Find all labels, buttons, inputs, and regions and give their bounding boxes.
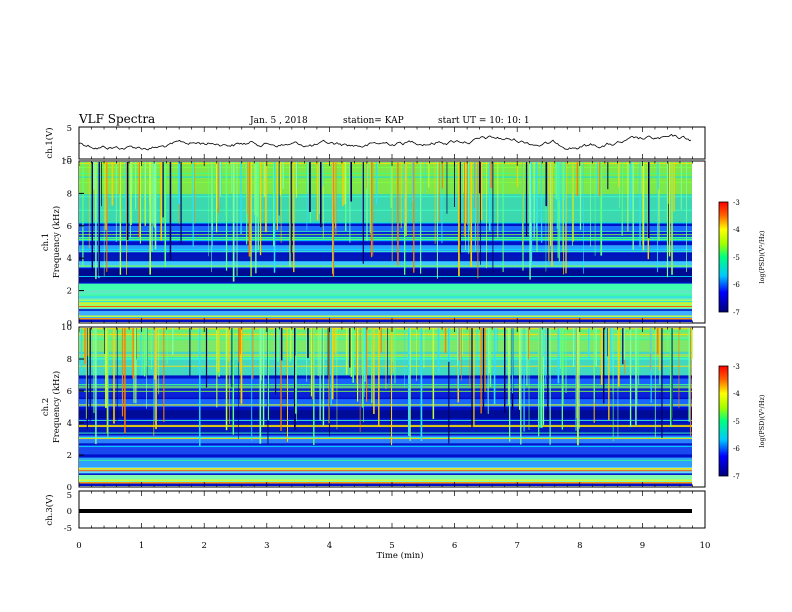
start-ut-label: start UT = 10: 10: 1 [438, 116, 530, 126]
cb2-tick-5: -5 [733, 418, 740, 426]
cb1-tick-5: -5 [733, 254, 740, 262]
xtick-8: 8 [577, 541, 582, 551]
ch1-ylabel: ch.1(V) [44, 127, 55, 158]
xtick-2: 2 [201, 541, 206, 551]
ch1-spec-ylabel-line2: Frequency (kHz) [51, 206, 62, 278]
cb1-tick-7: -7 [733, 309, 740, 317]
xtick-7: 7 [514, 541, 519, 551]
spec-ytick-label: 6 [67, 387, 72, 397]
spec-ytick-label: 2 [67, 451, 72, 461]
ch3-ytick-mid: 0 [67, 507, 72, 517]
ch1-spec-ylabel-line1: ch.1 [41, 233, 51, 251]
ch3-ylabel: ch.3(V) [44, 494, 55, 525]
cb2-tick-6: -6 [733, 445, 740, 453]
cb1-label: log(PSD)(V²/Hz) [758, 230, 766, 283]
ch1-spectrogram-panel: 0 2 4 6 8 10 ch.1 Frequency (kHz) [41, 157, 706, 329]
xtick-5: 5 [389, 541, 394, 551]
ch2-colorbar: -3 -4 -5 -6 -7 log(PSD)(V²/Hz) [718, 363, 766, 481]
x-axis-ticks [78, 127, 706, 528]
cb1-tick-3: -3 [733, 199, 740, 207]
cb2-label: log(PSD)(V²/Hz) [758, 394, 766, 447]
cb1-tick-4: -4 [733, 226, 740, 234]
spec-ytick-label: 8 [67, 355, 72, 365]
x-axis-label: Time (min) [376, 550, 423, 561]
ch2-spectrogram-panel: 0 2 4 6 8 10 ch.2 Frequency (kHz) [41, 323, 706, 493]
spec-ytick-label: 10 [61, 157, 72, 167]
ch3-ytick-top: 5 [67, 491, 72, 501]
ch1-ytick-top: 5 [67, 124, 72, 134]
xtick-1: 1 [139, 541, 144, 551]
cb2-tick-7: -7 [733, 473, 740, 481]
xtick-10: 10 [700, 541, 711, 551]
ch1-spectrogram-image [79, 162, 692, 322]
xtick-9: 9 [640, 541, 645, 551]
spec-ytick-label: 2 [67, 287, 72, 297]
spec-ytick-label: 8 [67, 189, 72, 199]
spec-ytick-label: 0 [67, 483, 72, 493]
spec-ytick-label: 6 [67, 222, 72, 232]
x-axis: 0 1 2 3 4 5 6 7 8 9 10 Time (min) [76, 541, 710, 561]
ch2-spec-ylabel-line1: ch.2 [41, 398, 51, 416]
cb1-tick-6: -6 [733, 281, 740, 289]
cb2-tick-3: -3 [733, 363, 740, 371]
date-label: Jan. 5 , 2018 [249, 116, 308, 126]
ch2-spec-ylabel-line2: Frequency (kHz) [51, 371, 62, 443]
xtick-3: 3 [264, 541, 269, 551]
xtick-0: 0 [76, 541, 81, 551]
cb2-tick-4: -4 [733, 390, 740, 398]
ch1-colorbar: -3 -4 -5 -6 -7 log(PSD)(V²/Hz) [718, 199, 766, 317]
spec-ytick-label: 10 [61, 323, 72, 333]
xtick-4: 4 [327, 541, 332, 551]
xtick-6: 6 [452, 541, 457, 551]
ch2-spectrogram-image [79, 328, 693, 486]
spec-ytick-label: 0 [67, 319, 72, 329]
spec-ytick-label: 4 [67, 254, 72, 264]
ch1-waveform-panel: 5 -5 ch.1(V) [44, 124, 706, 165]
ch1-waveform-line [78, 133, 692, 151]
ch3-waveform-panel: 5 0 -5 ch.3(V) [44, 490, 706, 534]
ch1-ytick-bottom: -5 [64, 155, 72, 165]
figure-title: VLF Spectra [78, 112, 155, 126]
spec-ytick-label: 4 [67, 419, 72, 429]
station-label: station= KAP [343, 116, 404, 126]
ch3-ytick-bottom: -5 [64, 524, 72, 534]
